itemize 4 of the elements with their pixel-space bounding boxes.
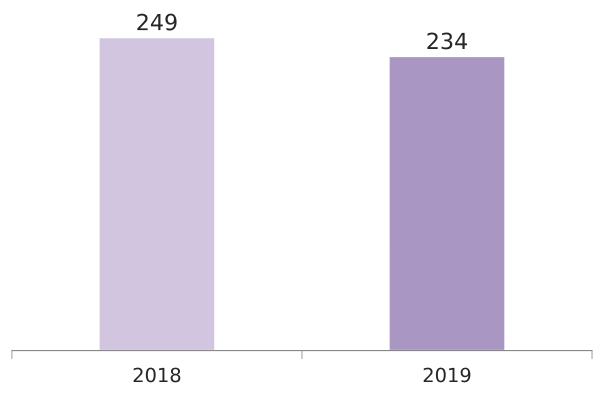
x-tick-label: 2019 (424, 368, 470, 382)
data-label: 249 (137, 14, 177, 30)
data-label: 234 (427, 32, 467, 50)
x-tick-label: 2018 (134, 368, 180, 382)
